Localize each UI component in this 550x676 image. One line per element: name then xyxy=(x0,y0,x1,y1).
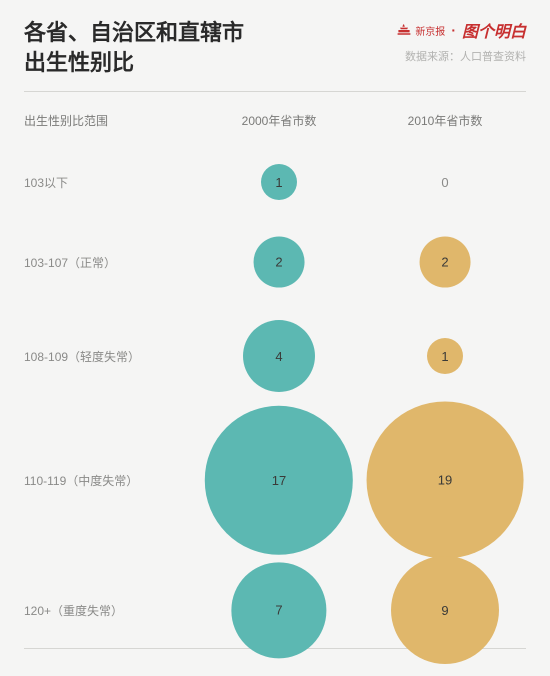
brand-block: 新京报 · 图个明白 数据来源：人口普查资料 xyxy=(396,18,526,64)
column-header-range: 出生性别比范围 xyxy=(24,112,194,129)
range-label: 120+（重度失常） xyxy=(24,602,194,619)
table-row: 110-119（中度失常）1719 xyxy=(24,405,526,555)
bubble-cell-y2010: 0 xyxy=(364,175,526,190)
bubble-chart: 出生性别比范围 2000年省市数 2010年省市数 103以下 1 0 103-107… xyxy=(0,92,550,665)
range-label: 108-109（轻度失常） xyxy=(24,348,194,365)
table-row: 108-109（轻度失常） 4 1 xyxy=(24,307,526,405)
zero-value: 0 xyxy=(441,175,448,190)
data-source-label: 数据来源：人口普查资料 xyxy=(405,48,526,64)
column-headers: 出生性别比范围 2000年省市数 2010年省市数 xyxy=(24,112,526,129)
table-row: 103-107（正常） 2 2 xyxy=(24,217,526,307)
brand-script: 图个明白 xyxy=(462,18,526,42)
bubble-y2010: 9 xyxy=(391,556,499,664)
column-header-2000: 2000年省市数 xyxy=(194,112,364,129)
brand-logo-text: 新京报 xyxy=(415,23,445,38)
brand-logo: 新京报 xyxy=(396,22,445,38)
chart-rows: 103以下 1 0 103-107（正常） 2 2 108-109（轻度失常） 4 1 110-1… xyxy=(24,147,526,665)
table-row: 103以下 1 0 xyxy=(24,147,526,217)
page-title: 各省、自治区和直辖市 出生性别比 xyxy=(24,18,244,77)
title-line-1: 各省、自治区和直辖市 xyxy=(24,20,244,45)
range-label: 103-107（正常） xyxy=(24,254,194,271)
bubble-y2000: 1 xyxy=(261,164,297,200)
bubble-y2000: 7 xyxy=(231,563,326,658)
brand-top-row: 新京报 · 图个明白 xyxy=(396,18,526,42)
bubble-y2010: 2 xyxy=(420,237,471,288)
column-header-2010: 2010年省市数 xyxy=(364,112,526,129)
range-label: 110-119（中度失常） xyxy=(24,472,194,489)
brand-dot-separator: · xyxy=(451,22,456,38)
tiananmen-icon xyxy=(396,22,412,38)
title-line-2: 出生性别比 xyxy=(24,50,134,75)
bubble-y2010: 19 xyxy=(367,402,524,559)
bubble-y2000: 2 xyxy=(254,237,305,288)
bubble-y2010: 1 xyxy=(427,338,463,374)
range-label: 103以下 xyxy=(24,174,194,191)
bubble-y2000: 17 xyxy=(205,406,353,554)
bubble-y2000: 4 xyxy=(243,320,315,392)
